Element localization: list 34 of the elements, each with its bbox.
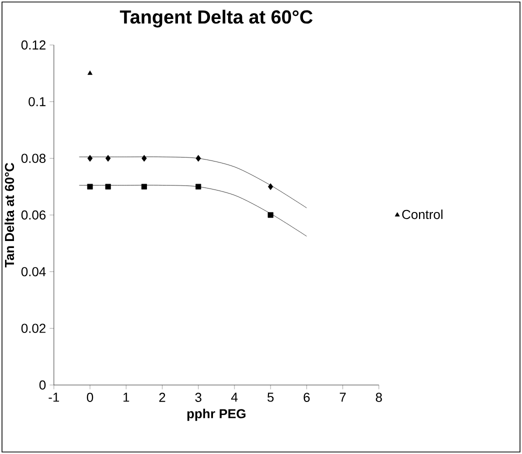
point <box>268 212 274 218</box>
point <box>88 70 92 75</box>
x-tick-label: 5 <box>267 392 274 402</box>
point <box>105 154 111 162</box>
x-tick-label: 7 <box>340 392 346 402</box>
x-tick-label: 2 <box>159 392 166 402</box>
point <box>196 184 202 190</box>
legend-label: Control <box>402 210 442 220</box>
y-axis-title: Tan Delta at 60°C <box>4 162 14 268</box>
point <box>142 154 147 162</box>
y-tick-label: 0.1 <box>28 97 46 106</box>
point <box>87 184 93 190</box>
point <box>141 184 147 190</box>
x-tick-label: -1 <box>48 392 60 402</box>
point <box>105 184 111 190</box>
x-tick-label: 6 <box>304 392 310 402</box>
line-series <box>78 184 307 236</box>
x-tick-label: 3 <box>195 392 202 402</box>
y-tick-label: 0.08 <box>21 154 46 163</box>
y-tick-label: 0.02 <box>21 324 46 333</box>
x-tick-label: 4 <box>231 392 238 402</box>
chart-title: Tangent Delta at 60°C <box>120 10 313 28</box>
point <box>87 154 93 162</box>
x-axis-title: pphr PEG <box>187 408 246 421</box>
point <box>268 183 274 190</box>
line-series <box>78 156 307 208</box>
x-tick-label: 1 <box>123 392 130 402</box>
x-tick-label: 0 <box>86 392 94 402</box>
x-tick-label: 8 <box>376 392 382 402</box>
y-tick-label: 0.04 <box>21 267 46 276</box>
y-tick-label: 0.06 <box>21 210 46 220</box>
point <box>196 154 201 162</box>
y-tick-label: 0 <box>39 380 46 390</box>
y-tick-label: 0.12 <box>21 40 46 50</box>
